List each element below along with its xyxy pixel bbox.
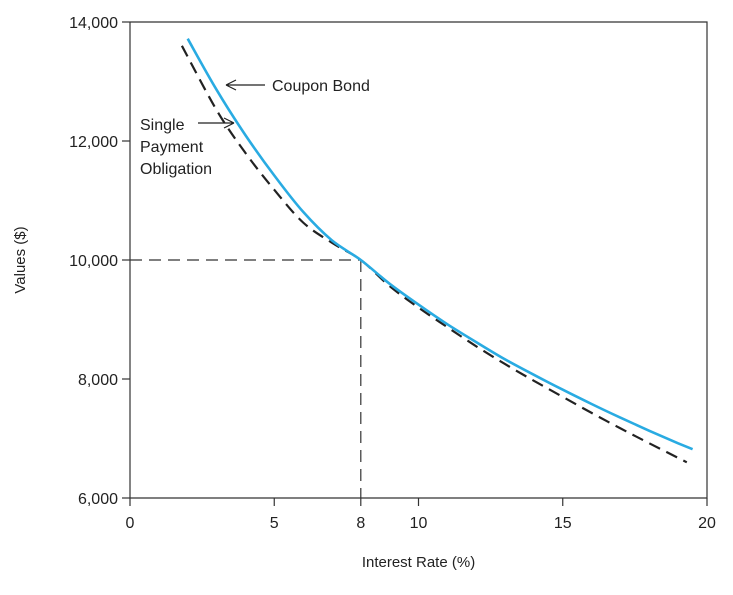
- x-tick-label: 0: [126, 515, 135, 532]
- x-tick-label: 20: [698, 515, 716, 532]
- x-axis-title: Interest Rate (%): [362, 554, 475, 571]
- ticks: 6,000 8,000 10,000 12,000 14,000 0 5 8 10 15 20: [69, 15, 716, 532]
- coupon-bond-arrow: [225, 79, 265, 91]
- single-payment-label-line: Payment: [140, 139, 204, 156]
- y-axis-title: Values ($): [12, 226, 29, 293]
- coupon-bond-line: [186, 38, 694, 451]
- y-tick-label: 10,000: [69, 253, 118, 270]
- single-payment-label-line: Obligation: [140, 161, 212, 178]
- series-group: [180, 38, 694, 464]
- reference-lines: [130, 259, 362, 498]
- x-tick-label: 5: [270, 515, 279, 532]
- x-tick-label: 8: [356, 515, 365, 532]
- coupon-bond-label: Coupon Bond: [272, 78, 370, 95]
- y-tick-label: 12,000: [69, 134, 118, 151]
- single-payment-label-line: Single: [140, 117, 185, 134]
- single-payment-label: Single Payment Obligation: [140, 117, 212, 178]
- single-payment-arrow: [198, 117, 235, 129]
- y-tick-label: 14,000: [69, 15, 118, 32]
- y-tick-label: 8,000: [78, 372, 118, 389]
- y-tick-label: 6,000: [78, 491, 118, 508]
- single-payment-obligation-line: [180, 45, 688, 464]
- x-tick-label: 10: [410, 515, 428, 532]
- annotations: Coupon Bond Single Payment Obligation: [140, 78, 370, 178]
- x-tick-label: 15: [554, 515, 572, 532]
